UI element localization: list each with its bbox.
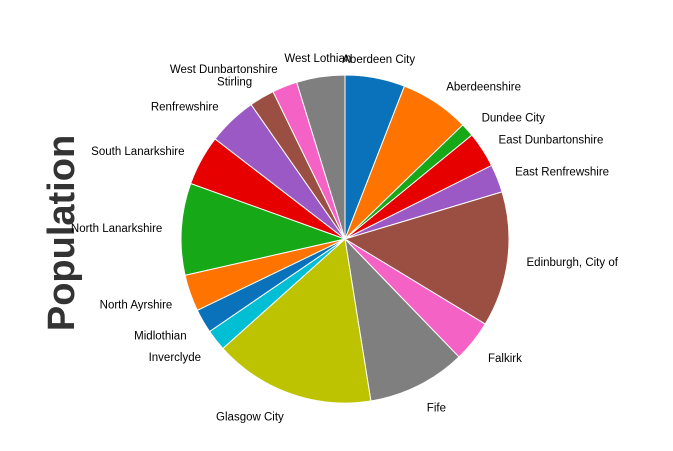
pie-slices	[180, 74, 510, 404]
pie-label-stirling: Stirling	[217, 76, 252, 88]
pie-label-east-dunbartonshire: East Dunbartonshire	[499, 134, 604, 146]
pie-label-glasgow-city: Glasgow City	[216, 412, 284, 424]
pie-label-west-lothian: West Lothian	[284, 53, 351, 65]
pie-label-edinburgh-city-of: Edinburgh, City of	[527, 257, 619, 269]
pie-label-north-lanarkshire: North Lanarkshire	[71, 223, 162, 235]
pie-label-west-dunbartonshire: West Dunbartonshire	[170, 64, 278, 76]
pie-label-north-ayrshire: North Ayrshire	[100, 299, 173, 311]
pie-label-fife: Fife	[427, 403, 446, 415]
y-axis-title: Population	[41, 135, 83, 331]
pie-label-aberdeenshire: Aberdeenshire	[446, 82, 521, 94]
pie-label-midlothian: Midlothian	[134, 331, 186, 343]
pie-slice-glasgow-city	[222, 238, 372, 404]
pie-labels: Aberdeen City Aberdeenshire Dundee City Eas…	[71, 53, 619, 424]
pie-slice-west-lothian	[296, 74, 346, 240]
pie-label-dundee-city: Dundee City	[482, 112, 546, 124]
pie-slice-fife	[344, 237, 460, 402]
pie-label-aberdeen-city: Aberdeen City	[342, 54, 415, 66]
pie-label-east-renfrewshire: East Renfrewshire	[515, 166, 609, 178]
pie-slice-north-lanarkshire	[180, 182, 347, 276]
pie-label-falkirk: Falkirk	[488, 353, 522, 365]
pie-slice-edinburgh-city-of	[343, 191, 510, 325]
pie-label-inverclyde: Inverclyde	[149, 352, 201, 364]
pie-label-renfrewshire: Renfrewshire	[151, 102, 219, 114]
pie-label-south-lanarkshire: South Lanarkshire	[91, 146, 184, 158]
